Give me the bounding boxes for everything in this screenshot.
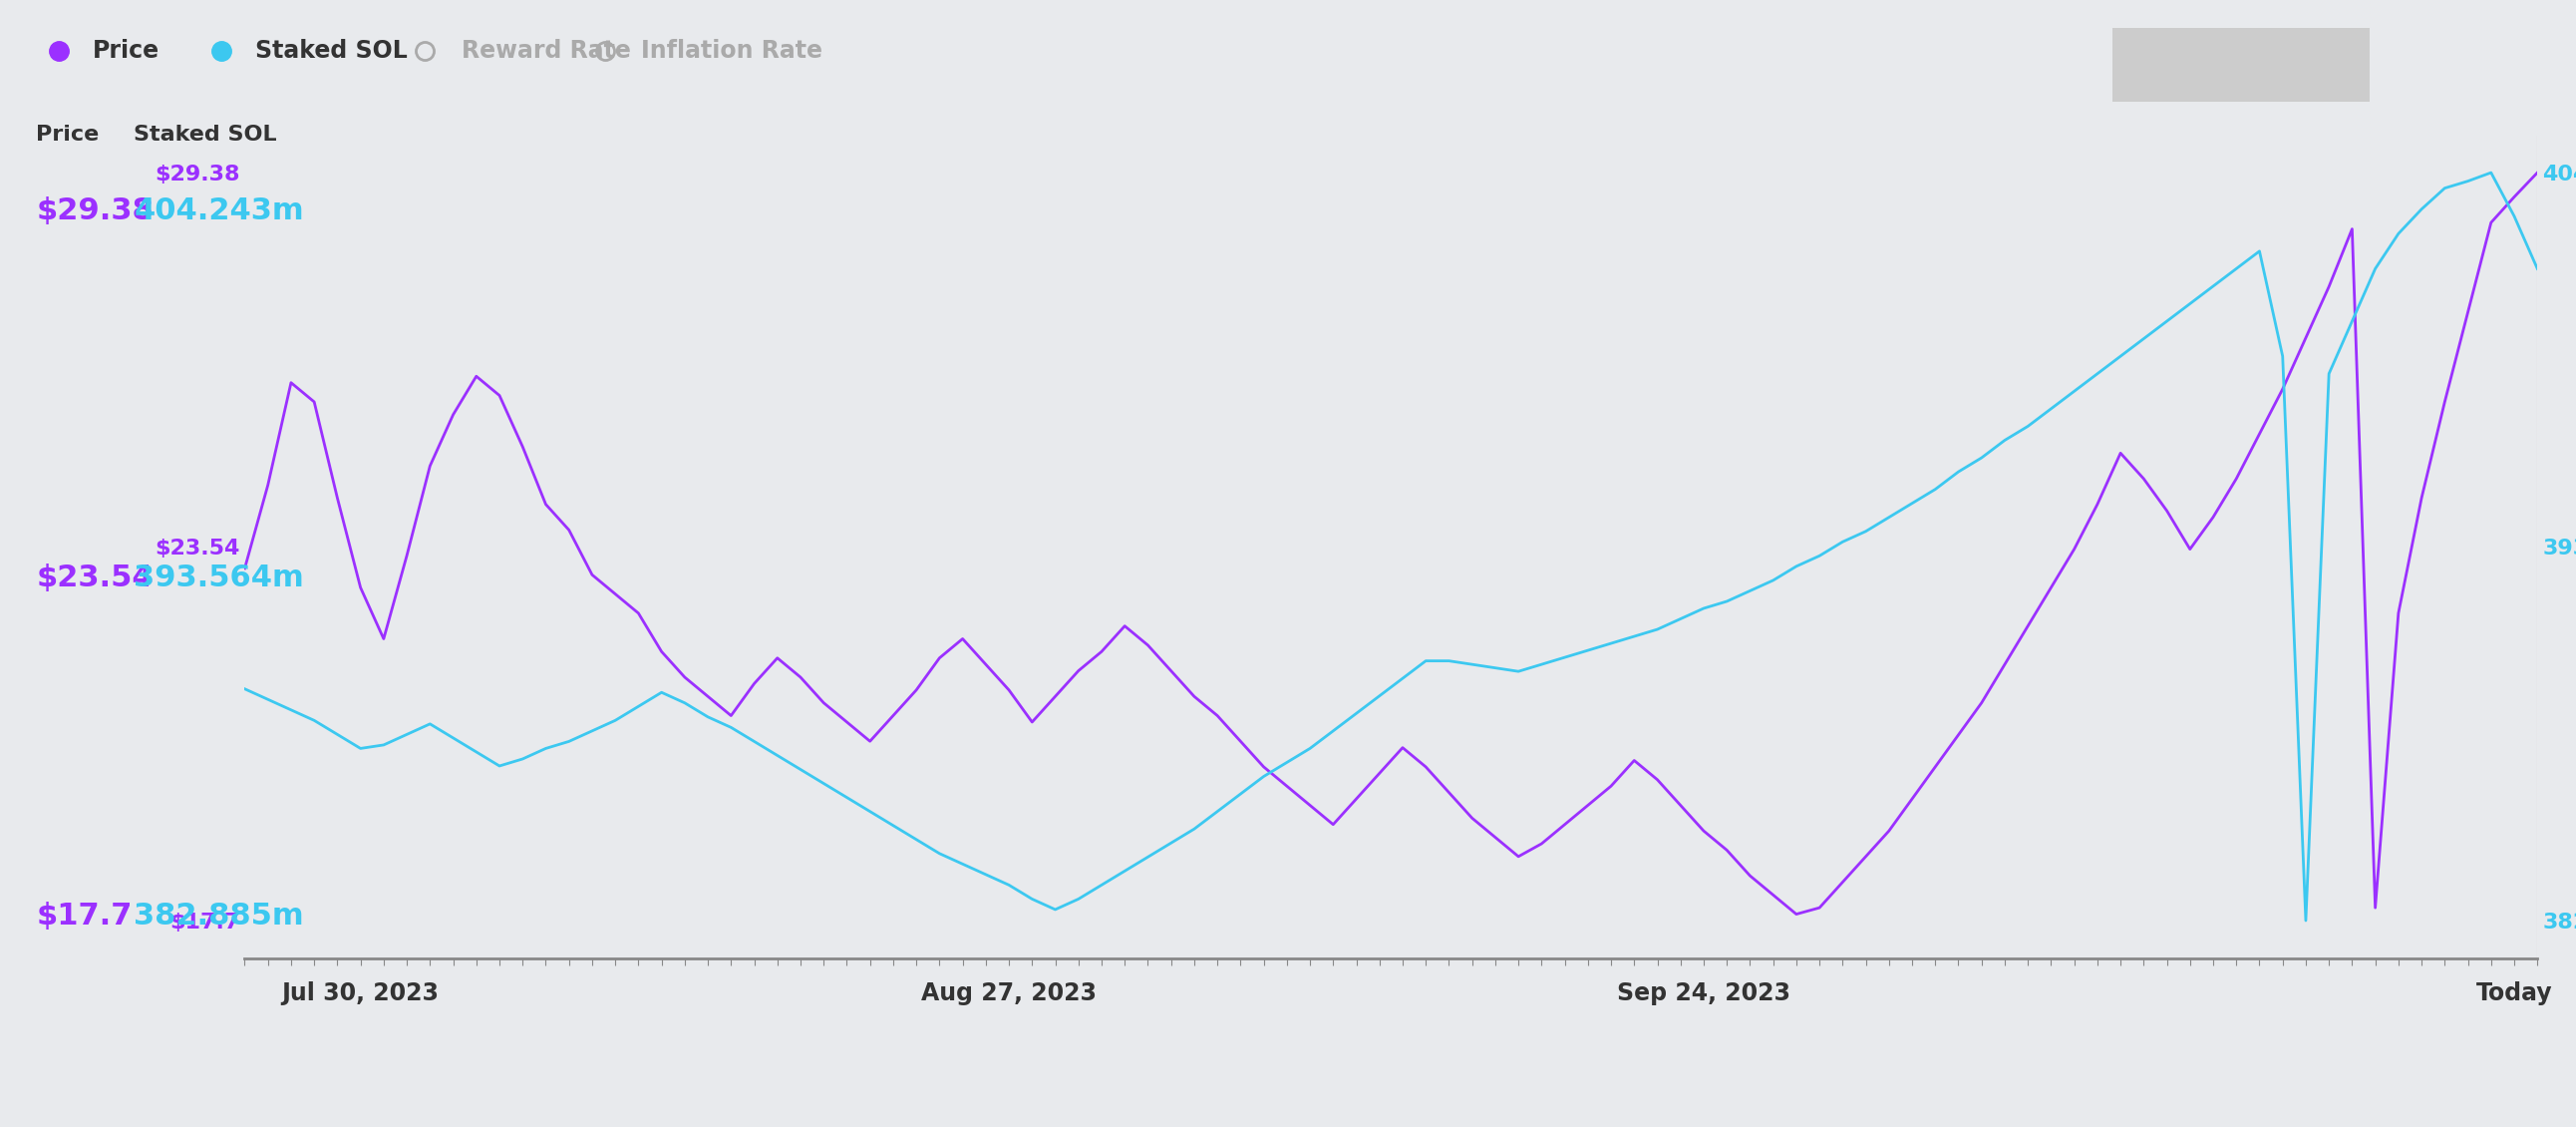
Text: Inflation Rate: Inflation Rate: [641, 38, 822, 63]
Text: $29.38: $29.38: [36, 197, 155, 225]
Text: $23.54: $23.54: [36, 564, 155, 592]
Text: 404.243m: 404.243m: [134, 197, 304, 225]
Text: 393.564m: 393.564m: [134, 564, 304, 592]
Text: Staked SOL: Staked SOL: [255, 38, 407, 63]
Text: Price: Price: [36, 125, 98, 145]
Text: $17.7: $17.7: [36, 902, 131, 930]
Text: Staked SOL: Staked SOL: [134, 125, 278, 145]
Text: Price: Price: [93, 38, 160, 63]
Text: Reward Rate: Reward Rate: [461, 38, 631, 63]
Text: 382.885m: 382.885m: [134, 902, 304, 930]
